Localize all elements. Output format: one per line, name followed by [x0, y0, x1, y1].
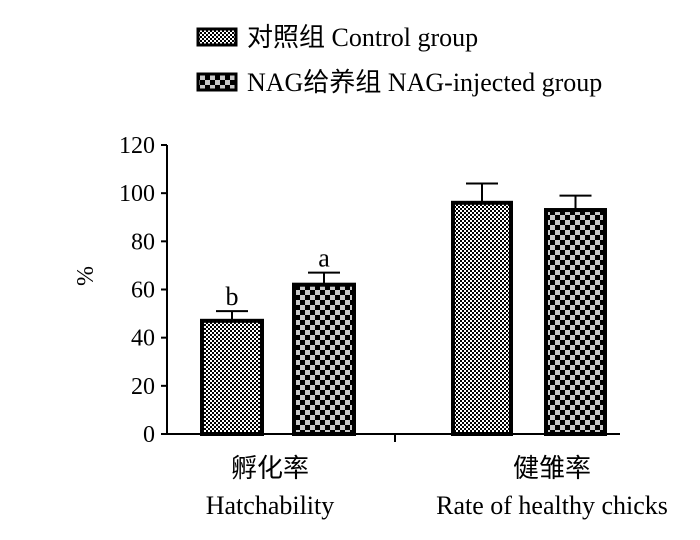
y-tick-label-100: 100: [119, 181, 155, 207]
y-tick-label-120: 120: [119, 133, 155, 159]
legend-label-1: 对照组 Control group: [247, 23, 478, 52]
y-tick-label-80: 80: [131, 229, 155, 255]
y-axis-label: %: [73, 266, 99, 286]
bar-2-2: [544, 208, 607, 436]
significance-label-1-1: b: [226, 282, 239, 311]
y-tick-label-20: 20: [131, 374, 155, 400]
bar-1-2: [292, 282, 356, 436]
y-tick-label-40: 40: [131, 326, 155, 352]
bar-1-1: [200, 318, 264, 436]
legend-swatch-2: [196, 72, 238, 92]
bars: ba: [200, 182, 607, 436]
y-tick-label-0: 0: [143, 422, 155, 448]
legend: 对照组 Control group NAG给养组 NAG-injected gro…: [196, 23, 602, 97]
category-label-zh-2: 健雏率: [513, 454, 591, 484]
category-label-en-2: Rate of healthy chicks: [436, 491, 668, 520]
y-tick-label-60: 60: [131, 278, 155, 304]
legend-label-2: NAG给养组 NAG-injected group: [247, 68, 602, 97]
bar-2-1: [451, 200, 513, 436]
category-label-en-1: Hatchability: [206, 491, 335, 520]
category-label-zh-1: 孵化率: [231, 454, 309, 484]
axes: 0 20 40 60 80 100 120%: [73, 133, 620, 448]
category-labels: 孵化率 Hatchability 健雏率 Rate of healthy chicks: [206, 454, 668, 520]
legend-swatch-1: [196, 27, 238, 47]
significance-label-1-2: a: [318, 244, 330, 273]
